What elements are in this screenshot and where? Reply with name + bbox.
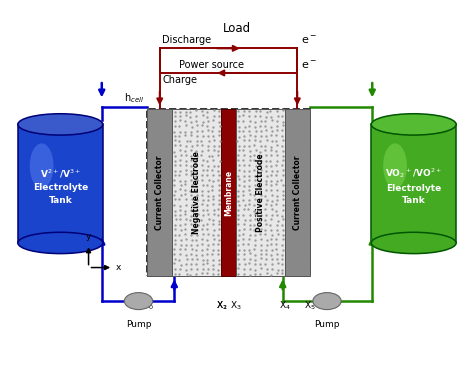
Ellipse shape [383, 143, 407, 188]
Bar [371, 124, 456, 243]
Bar [18, 124, 103, 243]
Text: Load: Load [223, 21, 251, 34]
Bar [147, 109, 172, 277]
Text: X$_3$: X$_3$ [230, 300, 241, 312]
Text: X$_5$: X$_5$ [304, 300, 315, 312]
Ellipse shape [124, 293, 153, 309]
Text: Pump: Pump [314, 320, 340, 329]
Ellipse shape [18, 232, 103, 254]
Text: Power source: Power source [179, 60, 244, 70]
Bar [236, 109, 285, 277]
Text: y: y [86, 232, 91, 241]
Text: X$_2$: X$_2$ [216, 300, 227, 312]
Text: Negative Electrode: Negative Electrode [192, 151, 201, 234]
Bar [147, 109, 310, 277]
Ellipse shape [313, 293, 341, 309]
Text: Current Collector: Current Collector [155, 155, 164, 230]
Bar [172, 109, 221, 277]
Text: Current Collector: Current Collector [293, 155, 302, 230]
Text: 0: 0 [136, 300, 142, 309]
Text: Discharge: Discharge [162, 35, 211, 45]
Bar [221, 109, 236, 277]
Ellipse shape [371, 232, 456, 254]
Text: X$_4$: X$_4$ [279, 300, 291, 312]
Ellipse shape [18, 114, 103, 135]
Text: X$_1$: X$_1$ [216, 300, 228, 312]
Ellipse shape [371, 114, 456, 135]
Text: Membrane: Membrane [224, 170, 233, 216]
Text: Charge: Charge [162, 75, 197, 85]
Text: VO$_2$$^+$/VO$^{2+}$
Electrolyte
Tank: VO$_2$$^+$/VO$^{2+}$ Electrolyte Tank [385, 167, 442, 206]
Text: X$_0$: X$_0$ [142, 300, 154, 312]
Bar [285, 109, 310, 277]
Text: x: x [116, 263, 121, 272]
Text: e$^-$: e$^-$ [301, 60, 317, 71]
Text: Positive Electrode: Positive Electrode [256, 153, 265, 232]
Text: Pump: Pump [126, 320, 151, 329]
Text: e$^-$: e$^-$ [301, 35, 317, 46]
Text: h$_{cell}$: h$_{cell}$ [124, 92, 144, 105]
Text: V$^{2+}$/V$^{3+}$
Electrolyte
Tank: V$^{2+}$/V$^{3+}$ Electrolyte Tank [33, 167, 88, 205]
Ellipse shape [30, 143, 54, 188]
